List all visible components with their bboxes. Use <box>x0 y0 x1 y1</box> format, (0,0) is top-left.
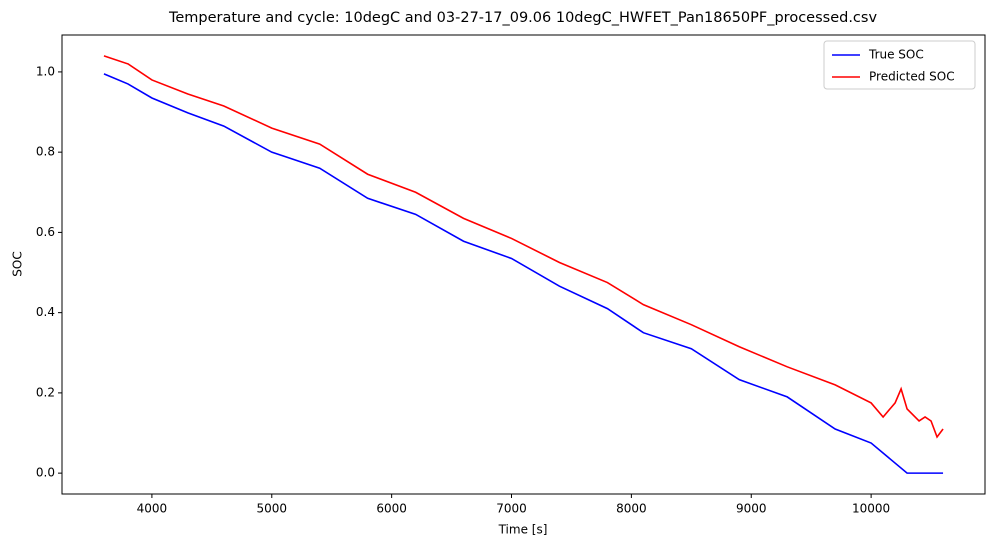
y-tick-label: 0.2 <box>36 385 55 399</box>
y-tick-label: 0.4 <box>36 305 55 319</box>
series-line <box>103 73 944 474</box>
legend-box <box>823 40 976 90</box>
y-tick-label: 1.0 <box>36 64 55 78</box>
x-tick-label: 8000 <box>616 502 647 516</box>
plot-frame <box>61 34 986 495</box>
x-axis-label: Time [s] <box>498 523 548 537</box>
x-tick-label: 7000 <box>496 502 527 516</box>
y-tick-label: 0.6 <box>36 225 55 239</box>
x-tick-label: 5000 <box>256 502 287 516</box>
x-tick-label: 4000 <box>137 502 168 516</box>
x-tick-label: 6000 <box>376 502 407 516</box>
x-tick-label: 10000 <box>852 502 890 516</box>
legend-label: Predicted SOC <box>869 70 955 84</box>
chart-title: Temperature and cycle: 10degC and 03-27-… <box>168 10 878 26</box>
y-tick-label: 0.8 <box>36 145 55 159</box>
legend-label: True SOC <box>868 48 924 62</box>
x-tick-label: 9000 <box>736 502 767 516</box>
y-tick-label: 0.0 <box>36 466 55 480</box>
series-line <box>103 55 944 439</box>
y-axis-label: SOC <box>11 251 25 276</box>
